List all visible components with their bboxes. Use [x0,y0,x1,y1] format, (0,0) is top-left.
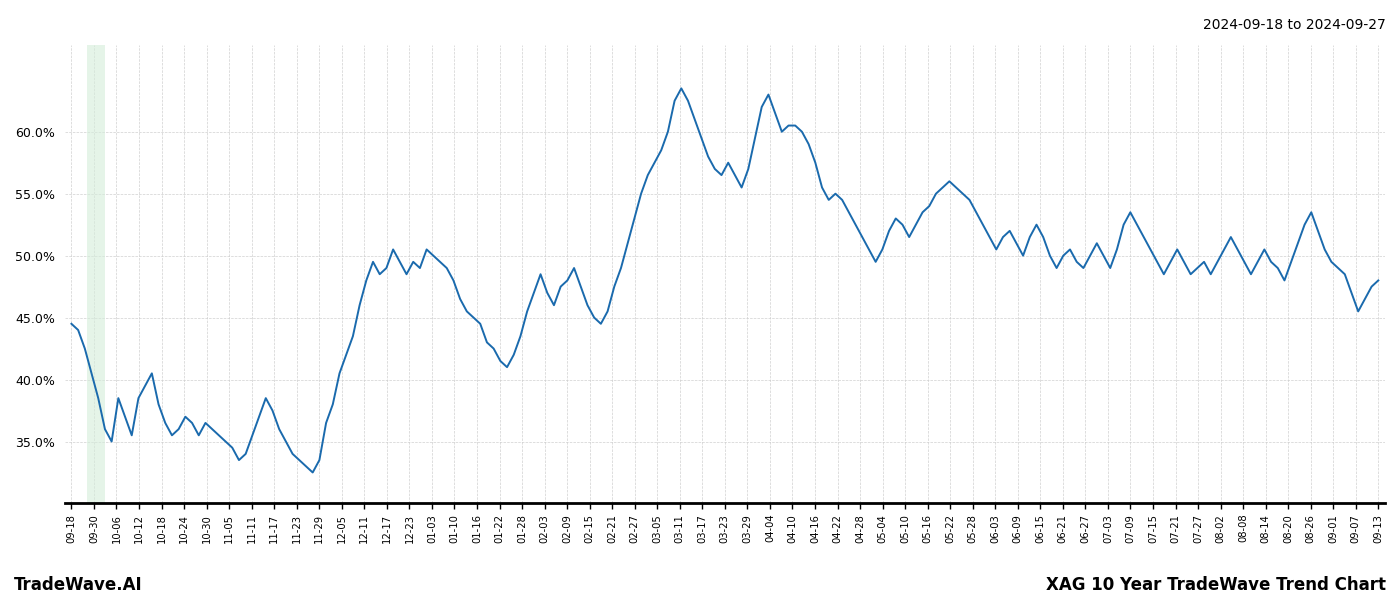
Bar [87,45,105,503]
Text: XAG 10 Year TradeWave Trend Chart: XAG 10 Year TradeWave Trend Chart [1046,576,1386,594]
Text: 2024-09-18 to 2024-09-27: 2024-09-18 to 2024-09-27 [1203,18,1386,32]
Text: TradeWave.AI: TradeWave.AI [14,576,143,594]
